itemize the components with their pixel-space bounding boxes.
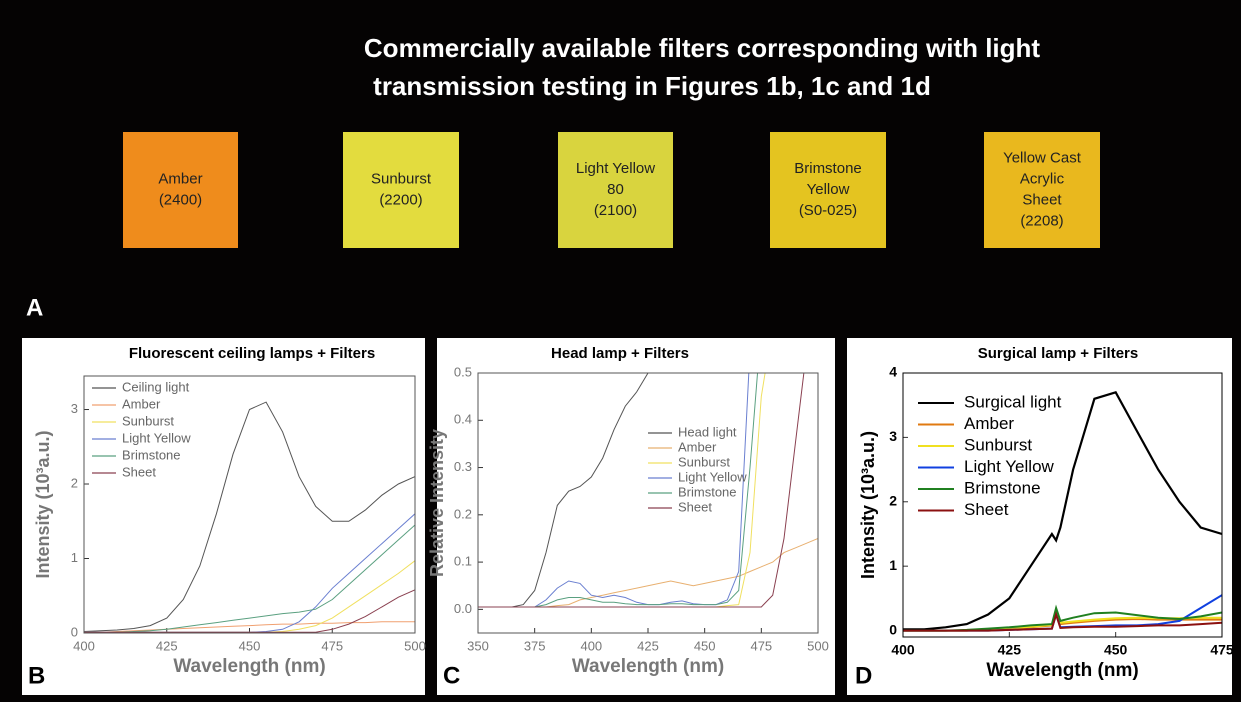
- swatch-label: Amber: [158, 170, 202, 187]
- y-tick-label: 0.2: [454, 506, 472, 521]
- legend-label: Sunburst: [678, 454, 730, 469]
- legend-label: Ceiling light: [122, 379, 190, 394]
- figure-title: Commercially available filters correspon…: [364, 33, 1041, 63]
- legend-label: Sunburst: [964, 435, 1032, 454]
- series-line: [478, 373, 805, 608]
- swatch-label: Yellow Cast: [1003, 149, 1082, 166]
- x-tick-label: 400: [580, 638, 602, 653]
- legend-label: Amber: [678, 439, 717, 454]
- y-tick-label: 2: [889, 492, 897, 508]
- legend-label: Light Yellow: [678, 469, 747, 484]
- y-tick-label: 0.0: [454, 601, 472, 616]
- y-tick-label: 1: [71, 550, 78, 565]
- y-axis-label: Intensity (10³a.u.): [858, 431, 878, 579]
- filter-swatch: [343, 132, 459, 248]
- series-line: [84, 524, 415, 633]
- x-tick-label: 425: [156, 638, 178, 653]
- legend-label: Head light: [678, 424, 737, 439]
- filter-swatch: [984, 132, 1100, 248]
- panel-label: C: [443, 662, 460, 689]
- swatch-label: 80: [607, 181, 624, 198]
- series-line: [84, 621, 415, 633]
- y-tick-label: 3: [889, 428, 897, 444]
- x-tick-label: 375: [524, 638, 546, 653]
- series-line: [903, 611, 1222, 632]
- x-tick-label: 425: [998, 642, 1022, 658]
- chart-title: Fluorescent ceiling lamps + Filters: [129, 345, 375, 362]
- series-line: [84, 401, 415, 632]
- series-line: [903, 390, 1222, 631]
- legend-label: Sheet: [678, 499, 712, 514]
- swatch-label: Light Yellow: [576, 160, 655, 177]
- legend-label: Sunburst: [122, 413, 174, 428]
- x-tick-label: 450: [1104, 642, 1128, 658]
- swatch-label: (2100): [594, 202, 637, 219]
- y-tick-label: 0.5: [454, 364, 472, 379]
- y-tick-label: 0: [889, 621, 897, 637]
- x-tick-label: 500: [404, 638, 426, 653]
- legend-label: Amber: [122, 396, 161, 411]
- panel-d: [847, 338, 1232, 695]
- y-tick-label: 2: [71, 475, 78, 490]
- legend-label: Surgical light: [964, 392, 1062, 411]
- y-tick-label: 1: [889, 557, 897, 573]
- legend-label: Sheet: [964, 500, 1009, 519]
- x-tick-label: 450: [694, 638, 716, 653]
- x-tick-label: 350: [467, 638, 489, 653]
- swatch-label: Sunburst: [371, 170, 432, 187]
- plot-frame: [902, 372, 1223, 638]
- y-axis-label: Intensity (10³a.u.): [33, 430, 53, 578]
- y-axis-label: Relative Intensity: [427, 429, 447, 577]
- filter-swatch: [770, 132, 886, 248]
- filter-swatch: [558, 132, 673, 248]
- figure-title: transmission testing in Figures 1b, 1c a…: [373, 71, 931, 101]
- y-tick-label: 0.1: [454, 554, 472, 569]
- y-tick-label: 3: [71, 401, 78, 416]
- panel-label: A: [26, 294, 43, 321]
- panel-b: [22, 338, 425, 695]
- y-tick-label: 0.4: [454, 412, 472, 427]
- panel-c: [437, 338, 835, 695]
- x-axis-label: Wavelength (nm): [986, 660, 1138, 681]
- x-tick-label: 475: [321, 638, 343, 653]
- swatch-label: (2208): [1020, 212, 1063, 229]
- swatch-label: Brimstone: [794, 160, 862, 177]
- legend-label: Brimstone: [964, 478, 1041, 497]
- y-tick-label: 0: [71, 624, 78, 639]
- legend-label: Brimstone: [122, 447, 181, 462]
- plot-frame: [477, 372, 819, 634]
- chart-title: Head lamp + Filters: [551, 345, 689, 362]
- x-tick-label: 475: [1210, 642, 1234, 658]
- legend-label: Light Yellow: [122, 430, 191, 445]
- legend-label: Brimstone: [678, 484, 737, 499]
- swatch-label: (2200): [379, 191, 422, 208]
- swatch-label: Acrylic: [1020, 170, 1065, 187]
- x-tick-label: 400: [891, 642, 915, 658]
- swatch-label: (S0-025): [799, 202, 857, 219]
- x-tick-label: 450: [239, 638, 261, 653]
- x-tick-label: 475: [750, 638, 772, 653]
- panel-label: B: [28, 662, 45, 689]
- plot-frame: [83, 375, 416, 634]
- filter-swatch: [123, 132, 238, 248]
- legend-label: Light Yellow: [964, 457, 1055, 476]
- x-tick-label: 500: [807, 638, 829, 653]
- chart-title: Surgical lamp + Filters: [978, 345, 1138, 362]
- y-tick-label: 4: [889, 364, 897, 380]
- x-tick-label: 400: [73, 638, 95, 653]
- legend-label: Amber: [964, 414, 1014, 433]
- panel-label: D: [855, 662, 872, 689]
- swatch-label: (2400): [159, 191, 202, 208]
- x-tick-label: 425: [637, 638, 659, 653]
- y-tick-label: 0.3: [454, 459, 472, 474]
- x-axis-label: Wavelength (nm): [572, 656, 724, 677]
- swatch-label: Sheet: [1022, 191, 1062, 208]
- legend-label: Sheet: [122, 464, 156, 479]
- swatch-label: Yellow: [807, 181, 850, 198]
- series-line: [84, 589, 415, 633]
- x-axis-label: Wavelength (nm): [173, 656, 325, 677]
